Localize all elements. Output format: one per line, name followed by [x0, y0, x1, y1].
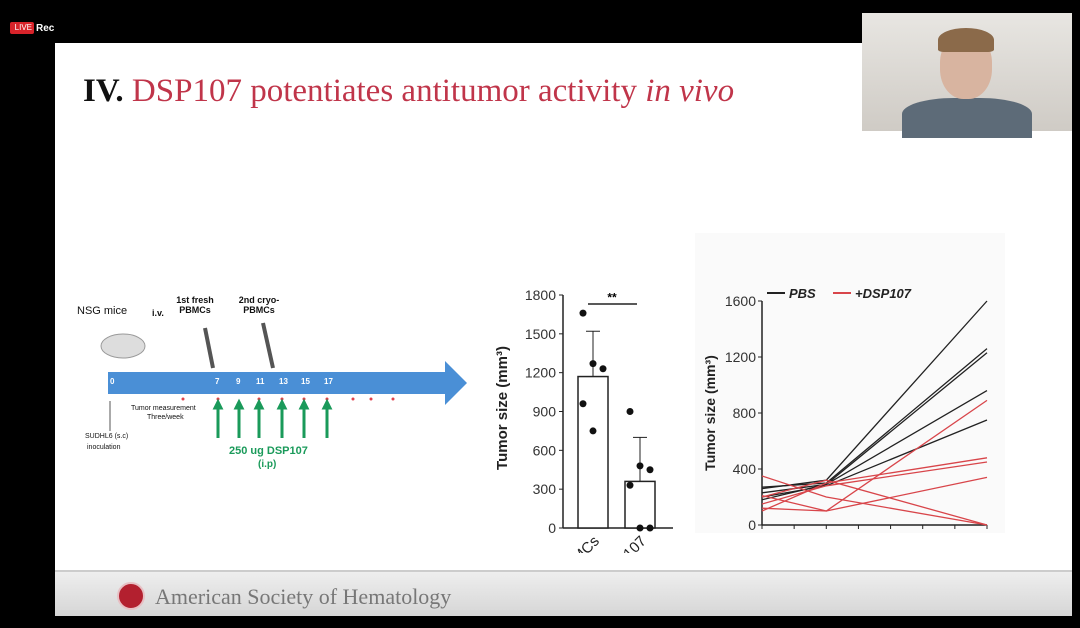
- y-tick-label: 300: [533, 481, 557, 497]
- timeline-arrow: [108, 361, 467, 405]
- dose-arrowhead: [253, 398, 265, 410]
- x-tick-label: 20: [979, 531, 995, 533]
- series-line-dsp107: [761, 457, 988, 512]
- legend-label: PBS: [789, 286, 816, 301]
- timeline-day-label: 9: [236, 377, 241, 386]
- syringe-icon-1: [203, 327, 215, 369]
- y-tick-label: 1200: [525, 365, 556, 381]
- dose-arrowhead: [276, 398, 288, 410]
- measurement-marker: [351, 397, 355, 401]
- x-tick-label: 13: [754, 531, 770, 533]
- y-tick-label: 1200: [725, 349, 756, 365]
- data-point: [579, 309, 587, 317]
- mouse-label: NSG mice: [77, 305, 128, 317]
- timeline-day-label: 17: [324, 377, 333, 386]
- chart-background: [695, 233, 1005, 533]
- presenter-body: [902, 98, 1032, 138]
- timeline-day-label: 13: [279, 377, 288, 386]
- significance-label: **: [607, 290, 617, 304]
- data-point: [579, 400, 587, 408]
- x-tick-label: 16: [851, 531, 867, 533]
- y-tick-label: 0: [748, 517, 756, 533]
- line-chart: 0 400 800 1200 1600 13 14 15 16 17 18 19 20 PBS +DSP10…: [695, 233, 1005, 533]
- syringe-icon-2: [261, 322, 275, 369]
- series-line-dsp107: [761, 479, 988, 526]
- y-tick-label: 900: [533, 404, 557, 420]
- data-point: [636, 462, 644, 470]
- timeline-day-label: 11: [256, 377, 265, 386]
- x-tick-label: 19: [947, 531, 963, 533]
- slide-footer: American Society of Hematology: [55, 570, 1072, 616]
- data-point: [599, 365, 607, 373]
- presentation-slide: IV. DSP107 potentiates antitumor activit…: [55, 43, 1072, 616]
- first-injection-label: 1st fresh PBMCs: [176, 295, 214, 315]
- x-tick-label: 14: [786, 531, 802, 533]
- measurement-marker: [391, 397, 395, 401]
- recording-indicator: LIVE Rec: [10, 22, 54, 34]
- rec-badge: LIVE: [10, 22, 34, 34]
- y-tick-label: 800: [733, 405, 757, 421]
- dose-arrowhead: [298, 398, 310, 410]
- data-point: [636, 524, 644, 532]
- dose-label: 250 ug DSP107: [229, 445, 308, 457]
- rec-label: Rec: [36, 22, 55, 34]
- series-line-pbs: [761, 390, 988, 501]
- timeline-day-label: 0: [110, 377, 115, 386]
- x-tick-label: 17: [883, 531, 899, 533]
- y-tick-label: 400: [733, 461, 757, 477]
- data-point: [646, 466, 654, 474]
- legend-label: +DSP107: [855, 286, 912, 301]
- timeline-day-label: 15: [301, 377, 310, 386]
- data-point: [626, 408, 634, 415]
- y-tick-label: 1800: [525, 287, 556, 303]
- bar: [577, 375, 609, 529]
- slide-title: IV. DSP107 potentiates antitumor activit…: [83, 73, 734, 110]
- y-tick-label: 0: [548, 520, 556, 536]
- inoculation-label: SUDHL6 (s.c): [85, 433, 129, 440]
- second-injection-label: 2nd cryo-PBMCs: [238, 295, 280, 315]
- x-tick-label: 15: [818, 531, 834, 533]
- series-line-dsp107: [761, 476, 988, 512]
- ash-logo-icon: [117, 582, 145, 610]
- y-tick-label: 1600: [725, 293, 756, 309]
- bar: [624, 480, 656, 529]
- data-point: [646, 524, 654, 532]
- route-label: (i.p): [258, 459, 277, 470]
- dose-arrowhead: [212, 398, 224, 410]
- timeline-day-label: 7: [215, 377, 220, 386]
- dose-arrowhead: [233, 398, 245, 410]
- iv-label: i.v.: [152, 308, 164, 318]
- y-axis-label: Tumor size (mm³): [702, 355, 718, 471]
- measurement-marker: [369, 397, 373, 401]
- y-axis-label: Tumor size (mm³): [494, 346, 511, 470]
- title-prefix: IV.: [83, 73, 124, 109]
- x-tick-label: PBMCs: [555, 533, 603, 553]
- data-point: [589, 427, 597, 435]
- data-point: [589, 360, 597, 368]
- measurement-frequency: Three/week: [147, 414, 184, 421]
- bar-chart: 0300600900120015001800PBMCs+DSP107**Tumo…: [494, 287, 673, 553]
- series-line-dsp107: [761, 461, 988, 505]
- presenter-hair: [938, 28, 994, 52]
- webcam-video: [862, 13, 1072, 138]
- title-main: DSP107 potentiates antitumor activity: [131, 73, 646, 109]
- footer-organization: American Society of Hematology: [155, 584, 452, 609]
- x-tick-label: 18: [915, 531, 931, 533]
- y-tick-label: 1500: [525, 326, 556, 342]
- inoculation-label-2: inoculation: [87, 444, 121, 451]
- series-line-dsp107: [761, 475, 988, 526]
- mouse-icon: [100, 333, 146, 359]
- y-tick-label: 600: [533, 442, 557, 458]
- dose-arrowhead: [321, 398, 333, 410]
- title-italic: in vivo: [645, 73, 735, 109]
- measurement-label: Tumor measurement: [131, 405, 196, 412]
- timeline-graphics: [100, 322, 467, 438]
- measurement-marker: [181, 397, 185, 401]
- data-point: [626, 481, 634, 489]
